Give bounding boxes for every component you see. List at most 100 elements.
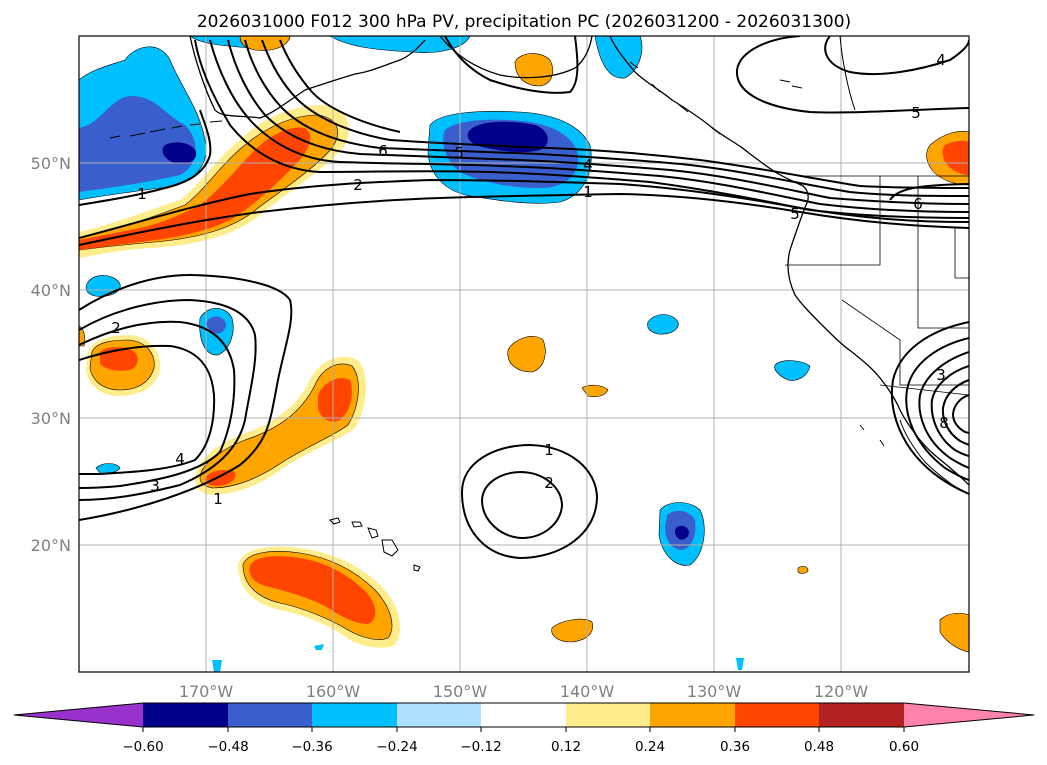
pos-anomaly-c3 bbox=[551, 618, 593, 643]
colorbar-tick-label: 0.36 bbox=[720, 739, 750, 755]
lat-tick-50n: 50°N bbox=[31, 154, 71, 173]
pos-anomaly-c1 bbox=[507, 336, 546, 373]
contour-label: 3 bbox=[150, 477, 160, 495]
colorbar-tick-label: 0.48 bbox=[804, 739, 834, 755]
neg-anomaly-core-nw bbox=[79, 95, 196, 192]
colorbar-tick-label: −0.12 bbox=[460, 739, 501, 755]
neg-anomaly-small-4 bbox=[774, 360, 811, 381]
pv-contour-jet-5 bbox=[227, 39, 969, 205]
colorbar: −0.60 −0.48 −0.36 −0.24 −0.12 0.12 0.24 … bbox=[13, 702, 1035, 755]
neg-anomaly-small-1 bbox=[85, 275, 121, 297]
contour-label: 8 bbox=[939, 414, 949, 432]
colorbar-segment bbox=[735, 703, 819, 727]
neg-anomaly-tiny-2 bbox=[736, 658, 744, 670]
pv-contour-w2 bbox=[79, 298, 257, 501]
neg-anomaly-small-3 bbox=[647, 314, 679, 335]
pos-anomaly-jet-band-core bbox=[79, 127, 311, 250]
colorbar-segment bbox=[481, 703, 566, 727]
contour-label: 5 bbox=[790, 205, 800, 223]
colorbar-extend-low bbox=[14, 703, 143, 727]
colorbar-extend-high bbox=[904, 703, 1034, 727]
border-states-2 bbox=[917, 176, 969, 329]
colorbar-tick-label: −0.36 bbox=[291, 739, 332, 755]
pv-contour-jet-1 bbox=[79, 192, 969, 246]
coastlines bbox=[109, 36, 969, 572]
contour-label: 4 bbox=[936, 51, 946, 69]
pos-anomaly-n2 bbox=[239, 36, 291, 51]
coastline-gulf-alaska bbox=[439, 36, 593, 79]
pv-contour-jet-4 bbox=[209, 39, 969, 213]
contour-label: 3 bbox=[936, 366, 946, 384]
pv-contour-ne-low-2 bbox=[824, 36, 969, 76]
pv-contour-se-3 bbox=[918, 351, 969, 469]
pv-contour-jet-8 bbox=[279, 39, 401, 133]
pv-contour-se-1 bbox=[890, 321, 969, 495]
colorbar-tick-label: −0.48 bbox=[207, 739, 248, 755]
lat-tick-40n: 40°N bbox=[31, 281, 71, 300]
coastline-alaska-islands bbox=[629, 61, 749, 153]
pos-anomaly-se bbox=[939, 612, 969, 653]
pv-contour-ne-low-3 bbox=[889, 183, 969, 201]
pos-anomaly-w1-core bbox=[100, 347, 138, 371]
border-mexico bbox=[879, 384, 969, 396]
lat-tick-30n: 30°N bbox=[31, 409, 71, 428]
colorbar-tick-label: 0.24 bbox=[635, 739, 665, 755]
pv-contour-ne-low bbox=[735, 36, 969, 114]
contour-label: 1 bbox=[544, 441, 554, 459]
neg-anomaly-dark-nw bbox=[162, 142, 197, 164]
coastline-baja bbox=[859, 419, 961, 491]
contour-label: 6 bbox=[913, 195, 923, 213]
pos-anomaly-c4 bbox=[797, 566, 809, 574]
border-states-1 bbox=[785, 176, 881, 266]
coastline-hawaii bbox=[329, 517, 421, 572]
pos-anomaly-c2 bbox=[581, 384, 609, 398]
neg-anomaly-region-n2 bbox=[329, 36, 471, 53]
neg-anomaly-small-2-core bbox=[206, 316, 226, 334]
colorbar-tick-label: −0.24 bbox=[376, 739, 417, 755]
neg-anomaly-small-5-dark bbox=[675, 525, 689, 540]
map-panel: 1 2 6 5 4 1 2 3 4 1 1 2 5 4 6 5 3 8 bbox=[78, 35, 970, 673]
neg-anomaly-tiny-3 bbox=[314, 644, 324, 650]
coastline-us-west bbox=[787, 204, 969, 486]
lat-tick-20n: 20°N bbox=[31, 536, 71, 555]
pos-anomaly-subtropical-core-2 bbox=[204, 470, 236, 486]
contour-label: 2 bbox=[353, 176, 363, 194]
lon-tick-140w: 140°W bbox=[560, 682, 615, 701]
colorbar-segment bbox=[566, 703, 650, 727]
pv-contour-labels: 1 2 6 5 4 1 2 3 4 1 1 2 5 4 6 5 3 8 bbox=[111, 51, 949, 508]
colorbar-tick-label: 0.60 bbox=[889, 739, 919, 755]
pv-contour-jet-6 bbox=[244, 39, 969, 197]
contour-label: 2 bbox=[544, 474, 554, 492]
latitude-tick-labels: 50°N 40°N 30°N 20°N bbox=[31, 154, 71, 555]
coastline-aleutians bbox=[109, 120, 223, 139]
colorbar-segment bbox=[143, 703, 228, 727]
pv-contour-gulf bbox=[444, 36, 579, 94]
lon-tick-120w: 120°W bbox=[814, 682, 869, 701]
colorbar-ticks bbox=[142, 727, 905, 732]
colorbar-tick-label: −0.60 bbox=[122, 739, 163, 755]
contour-label: 1 bbox=[137, 185, 147, 203]
graticule bbox=[79, 36, 969, 672]
neg-anomaly-tiny-1 bbox=[212, 660, 222, 672]
pv-contours bbox=[79, 36, 969, 560]
longitude-tick-labels: 170°W 160°W 150°W 140°W 130°W 120°W bbox=[179, 682, 869, 701]
coastline-alaska bbox=[189, 36, 426, 119]
pos-anomaly-ne-core bbox=[942, 140, 969, 175]
pv-contour-se-5 bbox=[941, 379, 969, 446]
pv-contour-nw-low bbox=[79, 109, 212, 206]
contour-label: 1 bbox=[213, 490, 223, 508]
map-frame bbox=[78, 35, 970, 673]
colorbar-tick-label: 0.12 bbox=[551, 739, 581, 755]
lon-tick-160w: 160°W bbox=[306, 682, 361, 701]
contour-label: 4 bbox=[175, 450, 185, 468]
pv-contour-se-4 bbox=[930, 365, 969, 457]
colorbar-segment bbox=[819, 703, 904, 727]
lon-tick-150w: 150°W bbox=[433, 682, 488, 701]
pv-contour-se-6 bbox=[951, 394, 969, 434]
pv-contour-jet-7 bbox=[261, 39, 969, 189]
contour-label: 5 bbox=[454, 144, 464, 162]
contour-label: 4 bbox=[583, 156, 593, 174]
contour-label: 1 bbox=[583, 183, 593, 201]
neg-anomaly-region-n3 bbox=[594, 36, 643, 79]
pv-contour-w3 bbox=[79, 320, 236, 489]
